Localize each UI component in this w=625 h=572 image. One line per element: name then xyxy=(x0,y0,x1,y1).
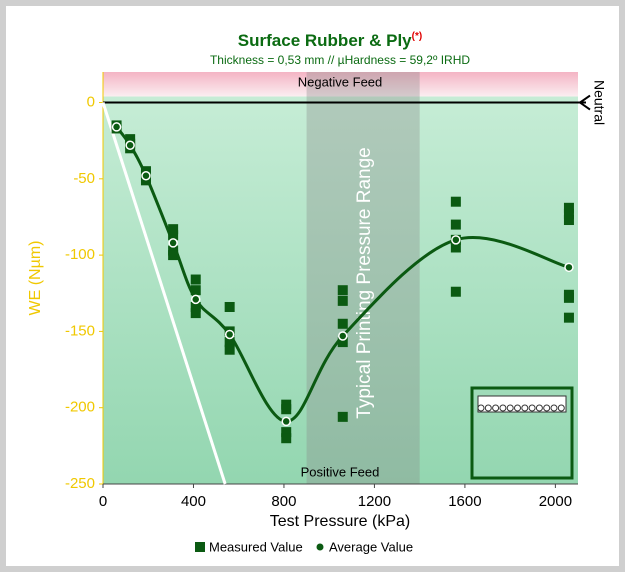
measured-point xyxy=(450,219,461,230)
measured-point xyxy=(168,224,179,235)
measured-point xyxy=(168,250,179,261)
title-text: Surface Rubber & Ply xyxy=(238,31,412,50)
inset-cord xyxy=(550,404,558,412)
average-point xyxy=(281,416,291,427)
measured-point xyxy=(337,295,348,306)
inset-box xyxy=(470,386,574,480)
measured-point xyxy=(563,215,574,226)
x-tick-label: 1200 xyxy=(358,493,391,510)
y-tick-label: -100 xyxy=(65,246,95,263)
inset-cord xyxy=(535,404,543,412)
inset-cord xyxy=(484,404,492,412)
measured-point xyxy=(563,202,574,213)
average-curve xyxy=(115,126,570,423)
legend-marker xyxy=(195,542,205,552)
measured-point xyxy=(224,337,235,348)
y-tick-label: 0 xyxy=(87,93,95,110)
title-mark: (*) xyxy=(412,31,423,42)
inset-cord xyxy=(514,404,521,412)
inset-cord xyxy=(521,404,529,412)
x-tick-label: 400 xyxy=(181,493,206,510)
legend-marker xyxy=(316,543,324,551)
neutral-arrow xyxy=(578,94,591,111)
neutral-label: Neutral xyxy=(591,80,607,125)
average-point xyxy=(168,238,178,248)
measured-point xyxy=(337,318,348,329)
chart-title: Surface Rubber & Ply(*) xyxy=(238,31,422,51)
legend-label: Average Value xyxy=(329,539,413,554)
inset-cord xyxy=(557,404,565,412)
positive-feed-label: Positive Feed xyxy=(301,464,380,479)
measured-point xyxy=(281,433,292,444)
y-tick-label: -50 xyxy=(73,170,95,187)
measured-point xyxy=(190,301,201,312)
band-label: Typical Printing Pressure Range xyxy=(354,147,375,418)
inset-cord xyxy=(477,404,485,412)
average-point xyxy=(125,140,135,150)
x-tick-label: 2000 xyxy=(539,493,572,510)
average-point xyxy=(111,122,122,132)
average-point xyxy=(564,262,574,273)
y-tick-label: -150 xyxy=(65,322,95,339)
x-tick-label: 1600 xyxy=(448,493,481,510)
negative-feed-label: Negative Feed xyxy=(298,74,383,89)
inset-cord xyxy=(499,404,507,412)
inset-cord xyxy=(492,404,500,412)
average-point xyxy=(451,235,461,245)
x-axis-label: Test Pressure (kPa) xyxy=(270,513,410,530)
measured-point xyxy=(563,208,574,219)
x-tick-label: 0 xyxy=(99,493,107,510)
measured-point xyxy=(337,411,348,422)
x-tick-label: 800 xyxy=(271,493,296,510)
inset-cord xyxy=(506,404,514,412)
inset-cord xyxy=(543,404,551,412)
y-tick-label: -250 xyxy=(65,475,95,492)
measured-point xyxy=(190,285,201,296)
average-point xyxy=(141,171,151,181)
measured-point xyxy=(281,404,292,415)
average-point xyxy=(190,294,201,305)
chart-subtitle: Thickness = 0,53 mm // µHardness = 59,2º… xyxy=(210,53,470,67)
reference-line xyxy=(101,102,227,485)
y-tick-label: -200 xyxy=(65,399,95,416)
measured-point xyxy=(450,242,461,253)
measured-point xyxy=(563,312,574,323)
measured-point xyxy=(337,285,348,296)
measured-point xyxy=(337,337,348,348)
inset-cord xyxy=(528,404,536,412)
average-point xyxy=(224,329,235,340)
negative-region xyxy=(103,72,578,97)
measured-point xyxy=(224,301,235,312)
measured-point xyxy=(281,427,292,438)
measured-point xyxy=(224,344,235,355)
measured-point xyxy=(190,308,201,319)
y-axis-label: WE (Nµm) xyxy=(27,241,44,316)
measured-point xyxy=(168,230,179,241)
measured-point xyxy=(450,286,461,297)
measured-point xyxy=(450,196,461,207)
measured-point xyxy=(190,274,201,285)
legend-label: Measured Value xyxy=(209,539,303,554)
average-point xyxy=(338,331,348,341)
measured-point xyxy=(563,292,574,303)
